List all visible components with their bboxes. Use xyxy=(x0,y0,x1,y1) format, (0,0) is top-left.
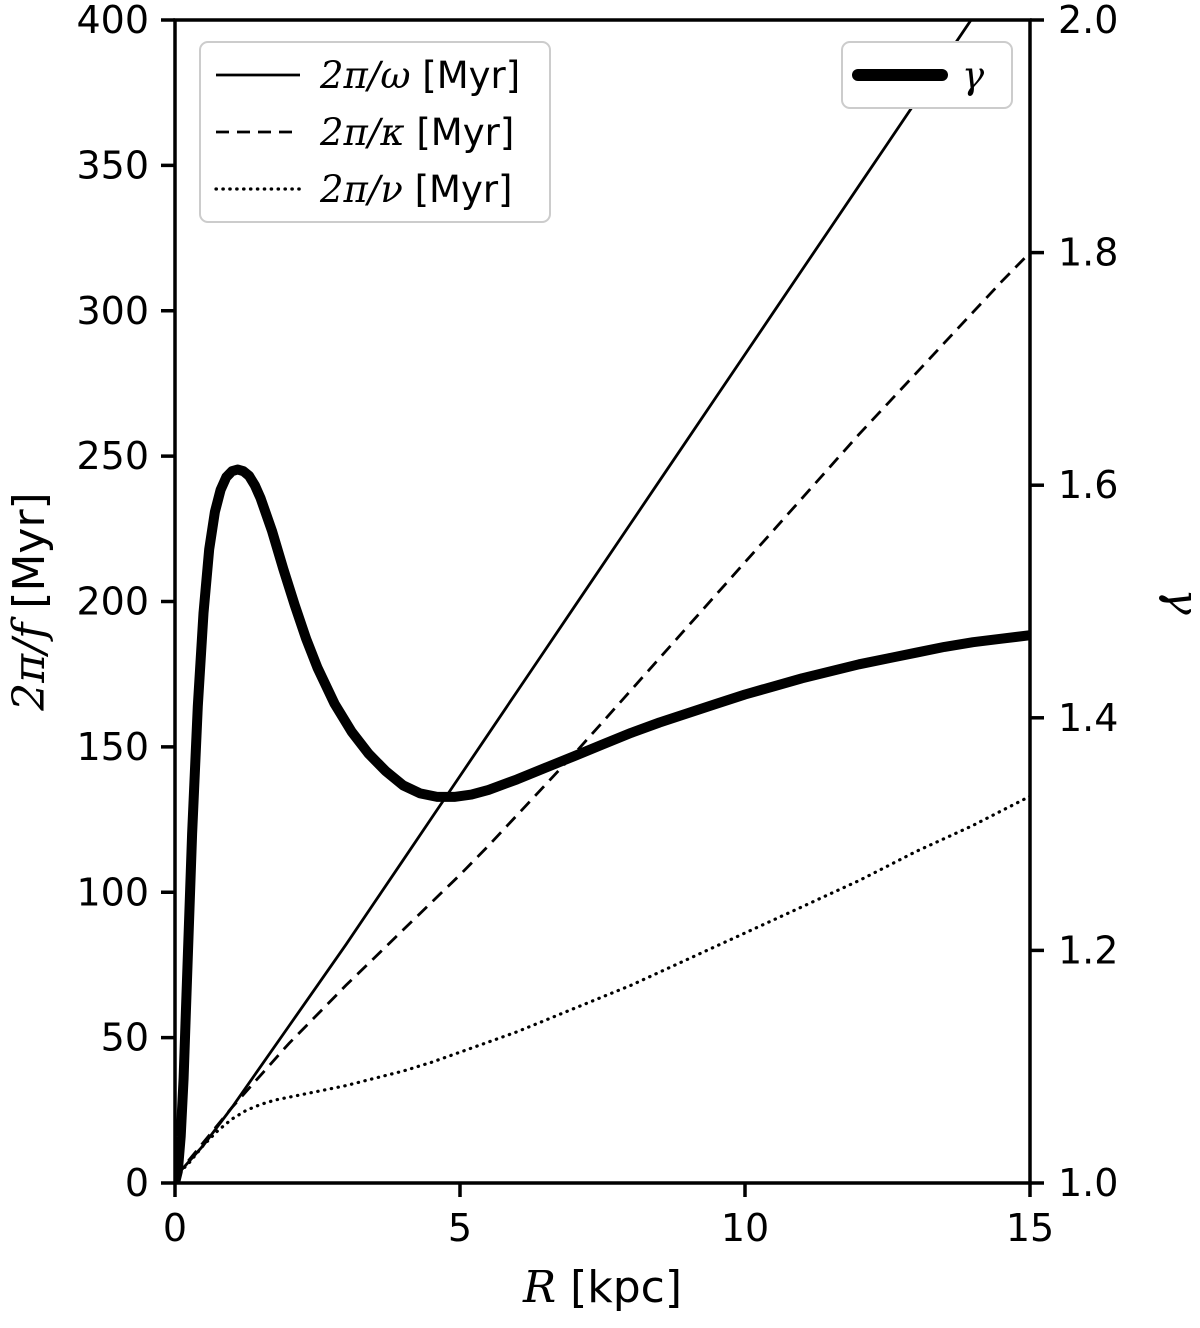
legend-label-omega: 2π/ω [Myr] xyxy=(319,54,520,97)
series-nu-line xyxy=(175,794,1030,1179)
y-right-axis-label: γ xyxy=(1157,588,1200,615)
y-right-tick-label: 1.2 xyxy=(1058,928,1118,972)
legend-box-top-left xyxy=(199,41,551,223)
legend-label-gamma: γ xyxy=(962,54,985,97)
y-left-tick-label: 0 xyxy=(125,1161,149,1205)
y-left-tick-label: 200 xyxy=(76,580,149,624)
plot-area xyxy=(175,20,1030,1183)
legend-label-nu: 2π/ν [Myr] xyxy=(319,168,513,211)
y-left-tick-label: 350 xyxy=(76,143,149,187)
x-tick-label: 10 xyxy=(721,1206,769,1250)
y-left-tick-label: 300 xyxy=(76,289,149,333)
y-right-tick-label: 2.0 xyxy=(1058,0,1118,42)
y-left-tick-label: 400 xyxy=(76,0,149,42)
y-right-tick-label: 1.0 xyxy=(1058,1161,1118,1205)
y-right-tick-label: 1.4 xyxy=(1058,696,1118,740)
y-left-tick-label: 50 xyxy=(101,1016,149,1060)
y-left-tick-label: 100 xyxy=(76,870,149,914)
y-left-axis-label: 2π/f [Myr] xyxy=(4,492,55,711)
y-left-tick-label: 250 xyxy=(76,434,149,478)
y-left-tick-label: 150 xyxy=(76,725,149,769)
x-tick-label: 15 xyxy=(1006,1206,1054,1250)
y-right-tick-label: 1.8 xyxy=(1058,231,1118,275)
legend-label-kappa: 2π/κ [Myr] xyxy=(319,111,514,154)
x-axis-label: R [kpc] xyxy=(522,1262,682,1313)
x-tick-label: 0 xyxy=(163,1206,187,1250)
x-tick-label: 5 xyxy=(448,1206,472,1250)
series-gamma-line xyxy=(175,464,1030,1183)
y-right-tick-label: 1.6 xyxy=(1058,463,1118,507)
series-kappa-line xyxy=(175,251,1030,1179)
series-omega-line xyxy=(175,20,973,1179)
